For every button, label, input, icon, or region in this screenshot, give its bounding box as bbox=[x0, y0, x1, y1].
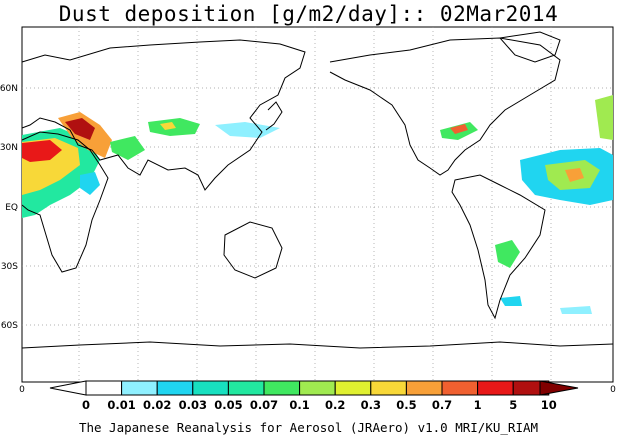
map-title: Dust deposition [g/m2/day]:: 02Mar2014 bbox=[58, 2, 559, 26]
colorbar-tick-label: 0.3 bbox=[361, 398, 381, 412]
dust-usa-core bbox=[450, 124, 468, 134]
lat-label-30s: 30S bbox=[1, 262, 18, 272]
lat-label-eq: EQ bbox=[5, 203, 18, 213]
colorbar-cell bbox=[370, 380, 407, 396]
colorbar-tick-label: 0 bbox=[82, 398, 90, 412]
colorbar-cell bbox=[263, 380, 301, 396]
colorbar-left-arrow bbox=[49, 380, 87, 396]
coast-greenland bbox=[499, 31, 561, 63]
colorbar: 0 0.01 0.02 0.03 0.05 0.07 0.1 0.2 0.3 0.5 0.7 1 5 10… bbox=[19, 380, 616, 412]
colorbar-tick-label: 0.01 bbox=[107, 398, 135, 412]
coast-south-america bbox=[451, 174, 546, 320]
graticule bbox=[22, 27, 613, 382]
colorbar-cell bbox=[299, 380, 336, 396]
dust-east-asia bbox=[215, 122, 280, 138]
colorbar-tick-label: 10 bbox=[541, 398, 557, 412]
dust-sahara-peak bbox=[22, 140, 62, 162]
colorbar-cell bbox=[156, 380, 194, 396]
colorbar-tick-label: 0.07 bbox=[250, 398, 278, 412]
coast-australia bbox=[223, 221, 283, 279]
colorbar-tick-label: 0.1 bbox=[289, 398, 309, 412]
dust-shading bbox=[22, 95, 613, 314]
coastlines bbox=[21, 31, 614, 349]
dust-patagonia bbox=[500, 296, 522, 306]
dust-mideast-core bbox=[65, 118, 95, 140]
dust-east-africa bbox=[80, 172, 100, 195]
lat-label-30n: 30N bbox=[0, 143, 18, 153]
dust-india bbox=[110, 136, 145, 160]
coast-north-america bbox=[329, 37, 561, 176]
dust-central-asia-core bbox=[160, 122, 176, 130]
credit-line: The Japanese Reanalysis for Aerosol (JRA… bbox=[78, 420, 539, 435]
colorbar-tick-label: 1 bbox=[474, 398, 482, 412]
colorbar-cell bbox=[405, 380, 443, 396]
colorbar-tick-label: 0.2 bbox=[325, 398, 345, 412]
lat-label-60s: 60S bbox=[1, 321, 18, 331]
colorbar-right-arrow bbox=[539, 380, 579, 396]
colorbar-cell bbox=[192, 380, 229, 396]
colorbar-cell bbox=[121, 380, 158, 396]
colorbar-tick-label: 5 bbox=[509, 398, 517, 412]
colorbar-tick-label: 0.5 bbox=[396, 398, 416, 412]
lat-label-60n: 60N bbox=[0, 84, 18, 94]
coast-japan bbox=[265, 101, 283, 131]
dust-west-africa bbox=[595, 95, 613, 140]
colorbar-cell bbox=[334, 380, 372, 396]
corner-label-left: 0 bbox=[19, 385, 25, 395]
dust-south-america bbox=[495, 240, 520, 268]
map-frame bbox=[21, 26, 614, 383]
colorbar-tick-label: 0.02 bbox=[143, 398, 171, 412]
coast-eurasia bbox=[21, 39, 306, 191]
colorbar-tick-label: 0.05 bbox=[214, 398, 242, 412]
coast-antarctica bbox=[21, 341, 614, 349]
colorbar-cell bbox=[227, 380, 265, 396]
colorbar-cell bbox=[85, 380, 123, 396]
colorbar-cell bbox=[477, 380, 514, 396]
colorbar-tick-label: 0.7 bbox=[432, 398, 452, 412]
dust-atlantic-peak bbox=[565, 168, 584, 182]
coast-africa bbox=[21, 131, 109, 273]
colorbar-tick-label: 0.03 bbox=[179, 398, 207, 412]
lat-labels: 60N 30N EQ 30S 60S bbox=[0, 84, 18, 331]
dust-south-atlantic bbox=[560, 306, 592, 314]
colorbar-cell bbox=[441, 380, 479, 396]
corner-label-right: 0 bbox=[610, 385, 616, 395]
